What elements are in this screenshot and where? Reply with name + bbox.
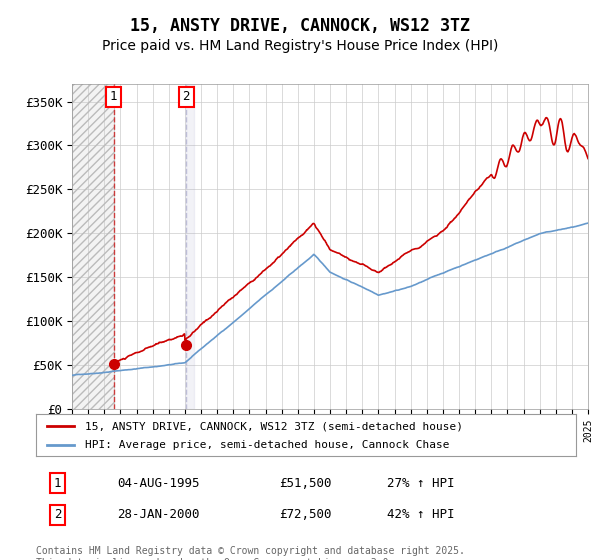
Text: HPI: Average price, semi-detached house, Cannock Chase: HPI: Average price, semi-detached house,… (85, 440, 449, 450)
Text: 15, ANSTY DRIVE, CANNOCK, WS12 3TZ (semi-detached house): 15, ANSTY DRIVE, CANNOCK, WS12 3TZ (semi… (85, 421, 463, 431)
Text: 2: 2 (54, 508, 61, 521)
Text: 28-JAN-2000: 28-JAN-2000 (117, 508, 199, 521)
Text: 04-AUG-1995: 04-AUG-1995 (117, 477, 199, 489)
Bar (186, 84, 194, 409)
Text: Price paid vs. HM Land Registry's House Price Index (HPI): Price paid vs. HM Land Registry's House … (102, 39, 498, 53)
Text: Contains HM Land Registry data © Crown copyright and database right 2025.
This d: Contains HM Land Registry data © Crown c… (36, 546, 465, 560)
Text: £51,500: £51,500 (279, 477, 331, 489)
Text: 1: 1 (110, 91, 118, 104)
Text: £72,500: £72,500 (279, 508, 331, 521)
Text: 1: 1 (54, 477, 61, 489)
Text: 27% ↑ HPI: 27% ↑ HPI (387, 477, 455, 489)
Text: 2: 2 (182, 91, 190, 104)
Text: 42% ↑ HPI: 42% ↑ HPI (387, 508, 455, 521)
Text: 15, ANSTY DRIVE, CANNOCK, WS12 3TZ: 15, ANSTY DRIVE, CANNOCK, WS12 3TZ (130, 17, 470, 35)
